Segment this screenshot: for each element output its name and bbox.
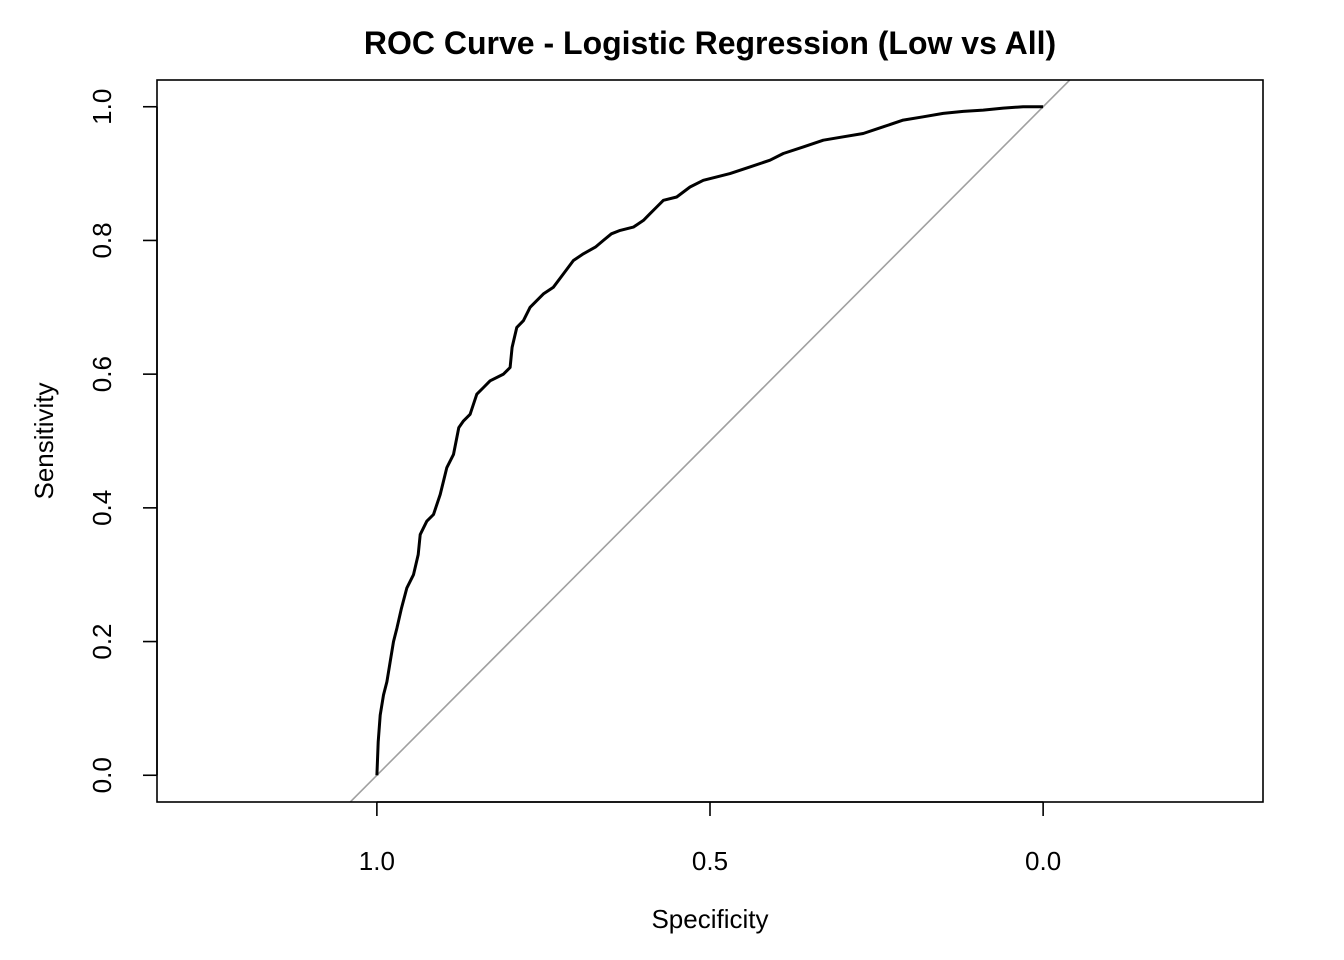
- y-axis: 0.0 0.2 0.4 0.6 0.8 1.0: [87, 89, 158, 793]
- reference-diagonal-line: [349, 80, 1071, 802]
- x-tick-label: 0.5: [692, 846, 728, 876]
- y-tick-label: 0.2: [87, 623, 117, 659]
- roc-curve-line: [375, 105, 1044, 776]
- x-tick-label: 0.0: [1025, 846, 1061, 876]
- chart-title: ROC Curve - Logistic Regression (Low vs …: [364, 25, 1056, 61]
- y-tick-label: 0.6: [87, 356, 117, 392]
- x-tick-label: 1.0: [359, 846, 395, 876]
- y-axis-label: Sensitivity: [29, 382, 59, 499]
- y-tick-label: 0.8: [87, 222, 117, 258]
- y-tick-label: 1.0: [87, 89, 117, 125]
- x-axis: 1.0 0.5 0.0: [359, 801, 1061, 876]
- y-tick-label: 0.0: [87, 757, 117, 793]
- x-axis-label: Specificity: [651, 904, 768, 934]
- y-tick-label: 0.4: [87, 490, 117, 526]
